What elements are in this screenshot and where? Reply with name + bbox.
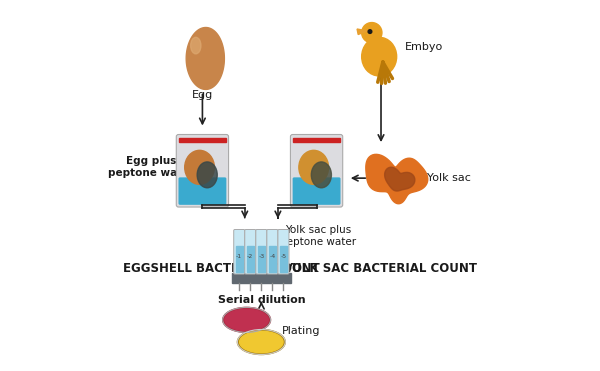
FancyBboxPatch shape xyxy=(290,135,343,207)
Text: Serial dilution: Serial dilution xyxy=(218,295,305,305)
FancyBboxPatch shape xyxy=(245,230,256,274)
FancyBboxPatch shape xyxy=(176,135,229,207)
FancyBboxPatch shape xyxy=(234,230,245,274)
Ellipse shape xyxy=(185,150,214,184)
Bar xyxy=(232,273,291,283)
Bar xyxy=(269,246,276,272)
Bar xyxy=(280,246,287,272)
Polygon shape xyxy=(357,29,367,35)
Ellipse shape xyxy=(223,308,271,332)
Bar xyxy=(247,246,254,272)
Text: Plating: Plating xyxy=(281,326,320,336)
Ellipse shape xyxy=(238,329,285,355)
FancyBboxPatch shape xyxy=(178,177,226,205)
Text: -2: -2 xyxy=(247,255,253,259)
Text: Yolk sac plus
peptone water: Yolk sac plus peptone water xyxy=(280,225,356,247)
Polygon shape xyxy=(385,167,415,191)
FancyBboxPatch shape xyxy=(267,230,278,274)
Polygon shape xyxy=(366,154,428,204)
Bar xyxy=(179,138,226,142)
Text: YOLK SAC BACTERIAL COUNT: YOLK SAC BACTERIAL COUNT xyxy=(284,262,477,275)
Ellipse shape xyxy=(225,309,268,331)
Ellipse shape xyxy=(239,331,283,353)
Text: -4: -4 xyxy=(269,255,275,259)
Text: -5: -5 xyxy=(280,255,286,259)
Text: Egg: Egg xyxy=(192,90,213,100)
Text: Egg plus
peptone water: Egg plus peptone water xyxy=(107,156,194,178)
FancyBboxPatch shape xyxy=(293,177,341,205)
Polygon shape xyxy=(186,27,224,89)
Text: -1: -1 xyxy=(236,255,242,259)
Ellipse shape xyxy=(362,23,382,43)
Ellipse shape xyxy=(197,162,217,188)
Bar xyxy=(257,246,265,272)
FancyBboxPatch shape xyxy=(278,230,289,274)
Text: Yolk sac: Yolk sac xyxy=(427,173,471,183)
Text: EGGSHELL BACTERIAL COUNT: EGGSHELL BACTERIAL COUNT xyxy=(123,262,320,275)
Text: -3: -3 xyxy=(258,255,265,259)
FancyBboxPatch shape xyxy=(256,230,267,274)
Ellipse shape xyxy=(368,30,372,33)
Ellipse shape xyxy=(299,150,329,184)
Ellipse shape xyxy=(311,162,331,188)
Ellipse shape xyxy=(191,37,201,54)
Text: Embyo: Embyo xyxy=(405,42,443,52)
Bar xyxy=(236,246,243,272)
Ellipse shape xyxy=(362,37,397,76)
Bar xyxy=(293,138,340,142)
